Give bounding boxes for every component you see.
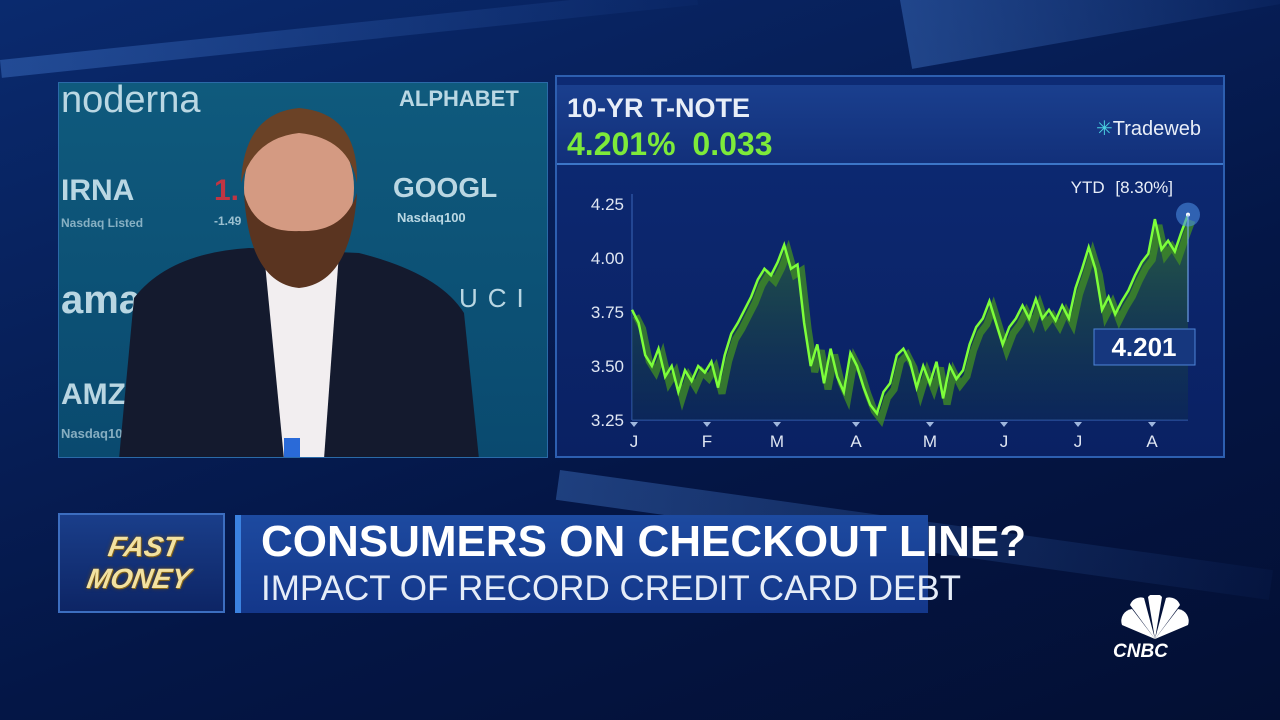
tradeweb-logo: ✳Tradeweb bbox=[1096, 117, 1201, 141]
headline-banner: CONSUMERS ON CHECKOUT LINE? IMPACT OF RE… bbox=[235, 515, 1026, 613]
wall-ticker-googl: GOOGL bbox=[393, 172, 498, 203]
wall-price: 1. bbox=[214, 174, 240, 207]
x-tick-label: J bbox=[630, 432, 639, 451]
x-tick-label: A bbox=[850, 432, 862, 451]
wall-ticker-mrna: IRNA bbox=[61, 174, 135, 207]
x-tick-mark bbox=[852, 422, 860, 427]
wall-change: -1.49 bbox=[214, 214, 242, 228]
light-beam bbox=[0, 0, 699, 78]
wall-logo-moderna: noderna bbox=[61, 82, 201, 121]
x-tick-mark bbox=[703, 422, 711, 427]
yield-change: 0.033 bbox=[692, 126, 773, 162]
line-shadow bbox=[632, 219, 1196, 428]
ytd-annotation: YTD [8.30%] bbox=[1071, 178, 1173, 197]
x-tick-mark bbox=[630, 422, 638, 427]
treasury-chart-panel: 10-YR T-NOTE 4.201% 0.033 ✳Tradeweb 4.25… bbox=[555, 75, 1225, 458]
y-tick-label: 3.75 bbox=[591, 303, 624, 322]
last-value-label: 4.201 bbox=[1111, 332, 1176, 362]
area-fill bbox=[632, 214, 1188, 420]
x-tick-label: J bbox=[1074, 432, 1083, 451]
chart-header: 10-YR T-NOTE 4.201% 0.033 ✳Tradeweb bbox=[557, 85, 1223, 165]
y-tick-label: 4.25 bbox=[591, 195, 624, 214]
wall-logo-amazon: ama bbox=[61, 278, 142, 322]
x-tick-mark bbox=[773, 422, 781, 427]
wall-logo-lucid: UCI bbox=[459, 283, 534, 313]
headline: CONSUMERS ON CHECKOUT LINE? bbox=[261, 517, 1027, 566]
yield-value: 4.201% bbox=[567, 126, 676, 162]
x-tick-label: J bbox=[1000, 432, 1009, 451]
y-tick-label: 4.00 bbox=[591, 249, 624, 268]
yield-quote: 4.201% 0.033 bbox=[567, 127, 773, 161]
x-tick-label: A bbox=[1146, 432, 1158, 451]
wall-label: Nasdaq100 bbox=[61, 426, 130, 441]
y-tick-label: 3.50 bbox=[591, 357, 624, 376]
show-logo: FAST MONEY bbox=[58, 513, 225, 613]
guest-person bbox=[119, 108, 479, 457]
x-tick-mark bbox=[1000, 422, 1008, 427]
wall-label: Nasdaq100 bbox=[397, 210, 466, 225]
subheadline: IMPACT OF RECORD CREDIT CARD DEBT bbox=[261, 569, 962, 608]
wall-label: Nasdaq Listed bbox=[61, 216, 144, 230]
x-tick-mark bbox=[926, 422, 934, 427]
light-beam bbox=[900, 0, 1280, 69]
x-tick-label: M bbox=[770, 432, 784, 451]
x-tick-mark bbox=[1148, 422, 1156, 427]
tradeweb-star-icon: ✳ bbox=[1096, 118, 1113, 140]
wall-text-alphabet: ALPHABET bbox=[399, 86, 519, 111]
cnbc-peacock-icon bbox=[1121, 595, 1189, 639]
x-tick-mark bbox=[1074, 422, 1082, 427]
chart-title: 10-YR T-NOTE bbox=[567, 93, 751, 123]
x-tick-label: M bbox=[923, 432, 937, 451]
x-tick-label: F bbox=[702, 432, 712, 451]
guest-video: noderna ALPHABET IRNA GOOGL Nasdaq100 Na… bbox=[58, 82, 548, 458]
fast-money-logo: FAST MONEY bbox=[84, 531, 193, 594]
cnbc-wordmark: CNBC bbox=[1113, 641, 1168, 662]
source-label: Tradeweb bbox=[1112, 118, 1201, 140]
y-tick-label: 3.25 bbox=[591, 411, 624, 430]
last-value-box bbox=[1093, 328, 1196, 366]
yield-chart: 4.25 4.00 3.75 3.50 3.25 J F M A M J J A 4.201 YTD [8.… bbox=[591, 178, 1200, 451]
